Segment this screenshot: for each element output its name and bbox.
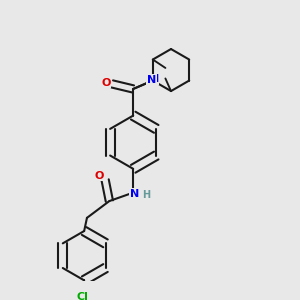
Text: H: H (142, 190, 150, 200)
Text: N: N (130, 189, 139, 199)
Text: N: N (147, 75, 156, 85)
Text: O: O (101, 77, 111, 88)
Text: Cl: Cl (77, 292, 89, 300)
Text: N: N (150, 74, 159, 84)
Text: O: O (94, 171, 104, 181)
